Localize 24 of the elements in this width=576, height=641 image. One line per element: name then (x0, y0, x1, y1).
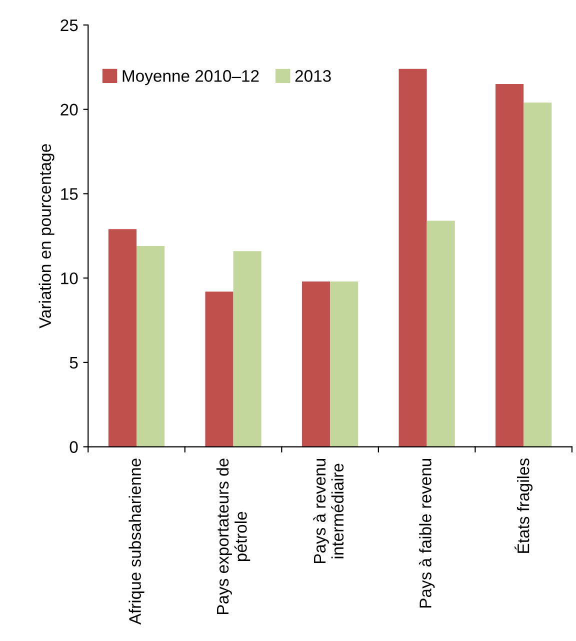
bar (524, 102, 552, 447)
bar (330, 281, 358, 447)
y-tick-label: 15 (61, 188, 78, 200)
legend-label: 2013 (295, 70, 331, 82)
bar (233, 251, 262, 447)
bar (205, 292, 234, 447)
bar (108, 229, 137, 447)
x-tick-label: États fragiles (514, 458, 533, 553)
y-tick-label: 25 (60, 19, 78, 32)
x-tick-label: Afrique subsaharienne (128, 458, 144, 625)
bar (496, 84, 524, 447)
legend-label: Moyenne 2010–12 (122, 70, 259, 86)
y-tick-label: 0 (70, 441, 78, 453)
x-tick-label: Pays exportateurs de pétrole (216, 458, 250, 614)
bar (426, 220, 455, 447)
bar (136, 246, 165, 447)
y-tick-label: 5 (70, 356, 78, 369)
y-axis-title: Variation en pourcentage (38, 144, 54, 328)
bar (398, 68, 427, 447)
y-tick-label: 20 (60, 104, 78, 116)
bar (302, 281, 330, 447)
y-tick-label: 10 (61, 272, 78, 284)
x-tick-label: Pays à revenu intermédiaire (313, 458, 344, 564)
x-tick-label: Pays à faible revenu (418, 458, 435, 608)
